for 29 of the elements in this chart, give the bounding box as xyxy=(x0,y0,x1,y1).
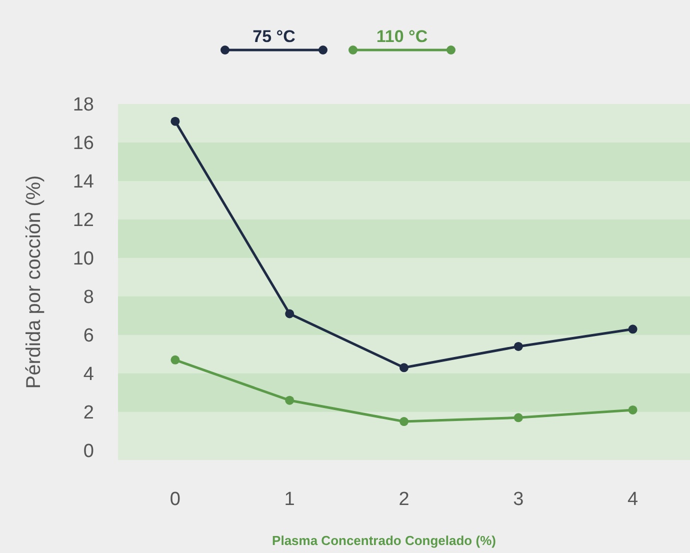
text: 75 °C xyxy=(252,27,296,46)
y-tick-label: 10 xyxy=(72,248,94,270)
point xyxy=(514,342,523,351)
point xyxy=(400,417,408,426)
y-tick-label: 8 xyxy=(83,287,94,308)
y-tick-label: 16 xyxy=(72,133,94,154)
point xyxy=(170,355,180,364)
point xyxy=(170,116,180,126)
point xyxy=(400,363,408,372)
x-tick-label: 1 xyxy=(284,489,295,510)
point xyxy=(514,413,523,422)
x-tick-label: 3 xyxy=(513,489,524,510)
y-tick-label: 2 xyxy=(83,402,94,424)
point xyxy=(628,405,638,414)
y-tick-label: 14 xyxy=(72,172,94,193)
point xyxy=(285,396,294,405)
y-axis-title: Pérdida por cocción (%) xyxy=(23,175,45,389)
y-tick-label: 6 xyxy=(83,326,94,347)
point xyxy=(628,324,638,334)
point xyxy=(285,309,294,318)
x-tick-label: 0 xyxy=(170,489,180,510)
y-tick-label: 12 xyxy=(72,210,94,232)
y-tick-label: 4 xyxy=(83,364,94,386)
x-tick-label: 2 xyxy=(398,489,410,510)
y-tick-label: 0 xyxy=(83,441,94,462)
y-tick-label: 18 xyxy=(72,94,94,116)
x-tick-label: 4 xyxy=(628,489,639,510)
text: 110 °C xyxy=(376,27,428,46)
x-axis-title: Plasma Concentrado Congelado (%) xyxy=(272,533,496,548)
